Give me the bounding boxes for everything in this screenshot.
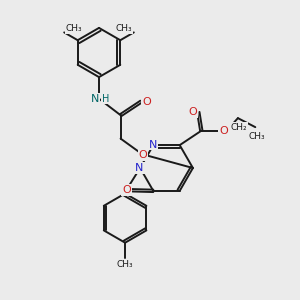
Text: O: O xyxy=(188,107,197,117)
Text: CH₂: CH₂ xyxy=(230,123,247,132)
Text: CH₃: CH₃ xyxy=(117,260,134,269)
Text: H: H xyxy=(102,94,109,104)
Text: CH₃: CH₃ xyxy=(116,24,132,33)
Text: CH₃: CH₃ xyxy=(248,132,265,141)
Text: O: O xyxy=(142,97,151,107)
Text: O: O xyxy=(138,150,147,160)
Text: CH₃: CH₃ xyxy=(66,24,82,33)
Text: O: O xyxy=(219,126,228,136)
Text: N: N xyxy=(91,94,99,104)
Text: N: N xyxy=(149,140,158,149)
Text: O: O xyxy=(122,185,131,195)
Text: N: N xyxy=(135,163,144,173)
